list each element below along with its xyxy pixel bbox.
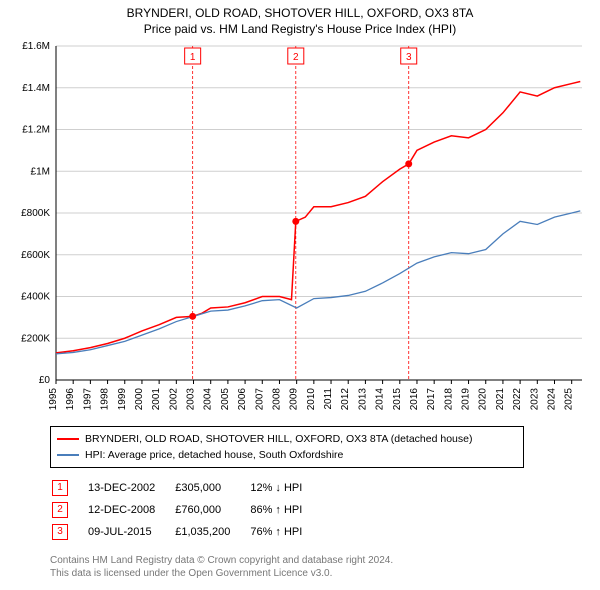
svg-text:£1.6M: £1.6M xyxy=(22,41,50,52)
event-marker-3: 3 xyxy=(52,524,68,540)
legend-swatch xyxy=(57,438,79,440)
svg-text:2004: 2004 xyxy=(203,387,214,410)
svg-text:2000: 2000 xyxy=(134,387,145,410)
svg-text:2023: 2023 xyxy=(529,387,540,410)
svg-text:2021: 2021 xyxy=(495,387,506,410)
svg-text:2014: 2014 xyxy=(375,387,386,410)
event-delta: 76% ↑ HPI xyxy=(250,522,320,542)
event-date: 13-DEC-2002 xyxy=(88,478,173,498)
legend-item: HPI: Average price, detached house, Sout… xyxy=(57,447,517,463)
svg-text:£1.4M: £1.4M xyxy=(22,82,50,93)
chart-plot: £0 £200K £400K £600K £800K £1M £1.2M £1.4M £1.6M… xyxy=(10,40,590,420)
svg-text:2009: 2009 xyxy=(289,387,300,410)
svg-text:2025: 2025 xyxy=(564,387,575,410)
svg-text:2001: 2001 xyxy=(151,387,162,410)
chart-title: BRYNDERI, OLD ROAD, SHOTOVER HILL, OXFOR… xyxy=(10,6,590,22)
legend: BRYNDERI, OLD ROAD, SHOTOVER HILL, OXFOR… xyxy=(50,426,524,468)
footer-line: This data is licensed under the Open Gov… xyxy=(50,567,590,580)
svg-text:3: 3 xyxy=(406,52,412,63)
svg-text:2010: 2010 xyxy=(306,387,317,410)
chart-subtitle: Price paid vs. HM Land Registry's House … xyxy=(10,22,590,36)
svg-text:1996: 1996 xyxy=(65,387,76,410)
svg-text:2019: 2019 xyxy=(461,387,472,410)
svg-text:2013: 2013 xyxy=(357,387,368,410)
footer: Contains HM Land Registry data © Crown c… xyxy=(50,554,590,580)
legend-swatch xyxy=(57,454,79,456)
event-table: 1 13-DEC-2002 £305,000 12% ↓ HPI 2 12-DE… xyxy=(50,476,322,544)
svg-text:2016: 2016 xyxy=(409,387,420,410)
chart-container: { "title": "BRYNDERI, OLD ROAD, SHOTOVER… xyxy=(0,0,600,590)
svg-text:1998: 1998 xyxy=(100,387,111,410)
event-date: 12-DEC-2008 xyxy=(88,500,173,520)
svg-text:£400K: £400K xyxy=(21,291,50,302)
svg-text:2024: 2024 xyxy=(546,387,557,410)
svg-text:2015: 2015 xyxy=(392,387,403,410)
svg-text:2017: 2017 xyxy=(426,387,437,410)
svg-text:£0: £0 xyxy=(39,375,51,386)
table-row: 3 09-JUL-2015 £1,035,200 76% ↑ HPI xyxy=(52,522,320,542)
svg-text:2003: 2003 xyxy=(186,387,197,410)
legend-label: HPI: Average price, detached house, Sout… xyxy=(85,449,343,461)
event-delta: 86% ↑ HPI xyxy=(250,500,320,520)
svg-text:2007: 2007 xyxy=(254,387,265,410)
svg-text:2002: 2002 xyxy=(168,387,179,410)
svg-text:1999: 1999 xyxy=(117,387,128,410)
svg-text:2018: 2018 xyxy=(443,387,454,410)
event-marker-2: 2 xyxy=(52,502,68,518)
footer-line: Contains HM Land Registry data © Crown c… xyxy=(50,554,590,567)
legend-item: BRYNDERI, OLD ROAD, SHOTOVER HILL, OXFOR… xyxy=(57,431,517,447)
event-delta: 12% ↓ HPI xyxy=(250,478,320,498)
svg-text:2005: 2005 xyxy=(220,387,231,410)
event-price: £305,000 xyxy=(175,478,248,498)
svg-text:1995: 1995 xyxy=(48,387,59,410)
svg-text:2006: 2006 xyxy=(237,387,248,410)
event-price: £760,000 xyxy=(175,500,248,520)
svg-text:£800K: £800K xyxy=(21,208,50,219)
legend-label: BRYNDERI, OLD ROAD, SHOTOVER HILL, OXFOR… xyxy=(85,433,472,445)
svg-text:2012: 2012 xyxy=(340,387,351,410)
svg-text:1: 1 xyxy=(190,52,196,63)
svg-text:£1.2M: £1.2M xyxy=(22,124,50,135)
event-marker-1: 1 xyxy=(52,480,68,496)
svg-text:1997: 1997 xyxy=(82,387,93,410)
svg-text:£200K: £200K xyxy=(21,333,50,344)
event-price: £1,035,200 xyxy=(175,522,248,542)
table-row: 2 12-DEC-2008 £760,000 86% ↑ HPI xyxy=(52,500,320,520)
svg-text:£600K: £600K xyxy=(21,249,50,260)
event-date: 09-JUL-2015 xyxy=(88,522,173,542)
svg-text:2020: 2020 xyxy=(478,387,489,410)
svg-text:2008: 2008 xyxy=(271,387,282,410)
svg-text:2011: 2011 xyxy=(323,387,334,409)
svg-text:£1M: £1M xyxy=(31,166,50,177)
table-row: 1 13-DEC-2002 £305,000 12% ↓ HPI xyxy=(52,478,320,498)
svg-text:2022: 2022 xyxy=(512,387,523,410)
svg-text:2: 2 xyxy=(293,52,299,63)
